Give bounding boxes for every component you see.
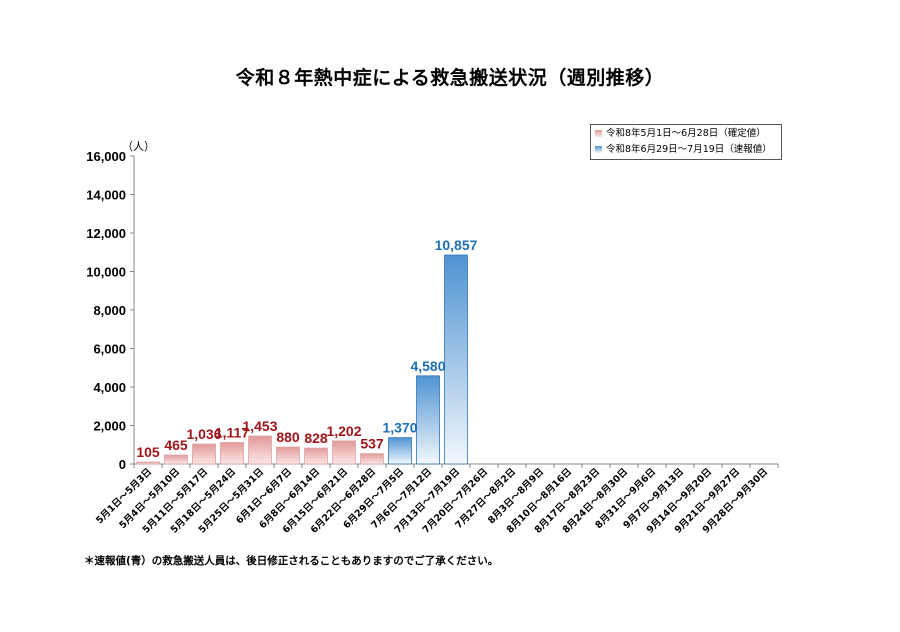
bar-value-label: 1,370	[382, 420, 417, 436]
y-tick-label: 10,000	[86, 265, 126, 280]
y-tick-label: 6,000	[93, 342, 126, 357]
y-tick-label: 2,000	[93, 419, 126, 434]
bar	[248, 435, 272, 465]
bar	[360, 453, 384, 465]
bar	[388, 437, 412, 465]
bar	[276, 446, 300, 465]
bar-value-label: 1,202	[326, 423, 361, 439]
bar	[192, 443, 216, 465]
bar-value-label: 537	[360, 436, 384, 452]
bar-value-label: 465	[164, 437, 188, 453]
footnote: ＊速報値(青）の救急搬送人員は、後日修正されることもありますのでご了承ください。	[84, 555, 499, 567]
y-tick-label: 0	[119, 457, 126, 472]
bar	[136, 461, 160, 465]
y-tick-label: 12,000	[86, 226, 126, 241]
bar	[444, 254, 468, 465]
bar-value-label: 1,117	[215, 424, 249, 440]
legend: 令和8年5月1日～6月28日（確定値） 令和8年6月29日～7月19日（速報値）	[590, 124, 782, 160]
bar	[416, 375, 440, 465]
bar	[304, 447, 328, 465]
legend-label-preliminary: 令和8年6月29日～7月19日（速報値）	[606, 144, 772, 155]
y-tick-label: 4,000	[93, 380, 126, 395]
bar-value-label: 828	[304, 430, 328, 446]
bar	[164, 454, 188, 465]
bar-value-label: 10,857	[435, 237, 478, 253]
bar-value-label: 1,453	[242, 418, 277, 434]
legend-swatch-confirmed	[595, 130, 602, 137]
y-axis-unit-label: （人）	[122, 140, 155, 153]
bar-value-label: 1,036	[186, 426, 221, 442]
bar	[220, 442, 244, 465]
bar	[332, 440, 356, 465]
y-tick-label: 8,000	[93, 303, 126, 318]
legend-entry-confirmed: 令和8年5月1日～6月28日（確定値）	[595, 127, 766, 141]
bar-value-label: 4,580	[410, 358, 445, 374]
bar-value-label: 880	[276, 429, 300, 445]
legend-entry-preliminary: 令和8年6月29日～7月19日（速報値）	[595, 143, 772, 157]
y-tick-label: 16,000	[86, 149, 126, 164]
chart-title: 令和８年熱中症による救急搬送状況（週別推移）	[235, 67, 665, 89]
y-tick-label: 14,000	[86, 188, 126, 203]
legend-swatch-preliminary	[595, 146, 602, 153]
legend-label-confirmed: 令和8年5月1日～6月28日（確定値）	[606, 128, 766, 139]
bar-value-label: 105	[136, 444, 160, 460]
